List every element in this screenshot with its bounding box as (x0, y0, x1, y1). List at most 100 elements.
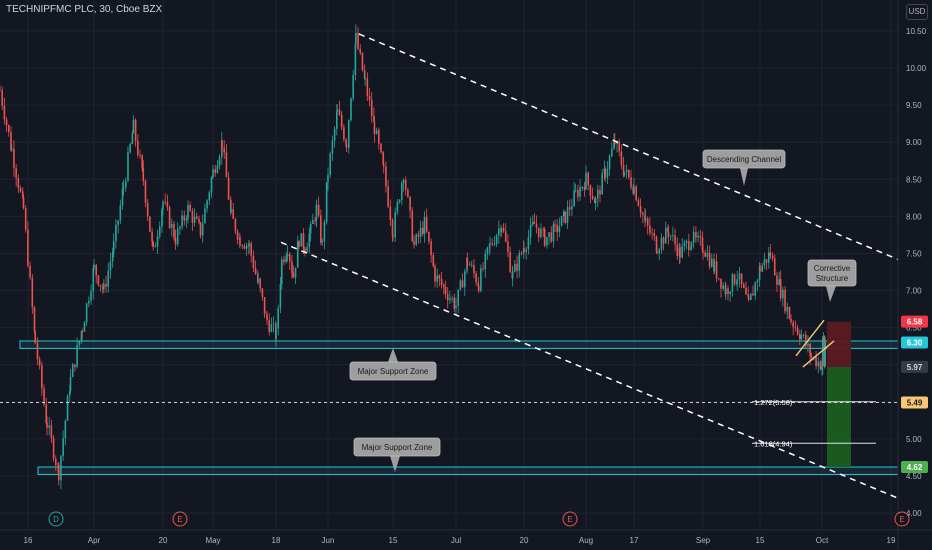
candle-body (132, 119, 135, 134)
candle-body (354, 43, 357, 76)
candle-body (378, 130, 380, 144)
candle-body (248, 243, 250, 247)
candle-body (560, 216, 563, 227)
candle-body (750, 293, 752, 300)
support-zone[interactable] (37, 466, 899, 475)
currency-button[interactable]: USD (906, 4, 928, 20)
time-tick-label: 15 (756, 536, 765, 545)
candle-body (546, 236, 548, 246)
candle-body (10, 132, 12, 151)
candle-body (594, 198, 597, 204)
candle-body (359, 48, 362, 53)
candle-body (625, 169, 628, 173)
candle-body (10, 148, 13, 151)
candle-body (212, 169, 214, 178)
event-marker-icon[interactable] (894, 511, 910, 527)
triangle-lower-line[interactable] (802, 340, 835, 368)
candle-body (355, 32, 357, 44)
candle-body (60, 455, 62, 481)
candle-body (241, 245, 243, 247)
triangle-upper-line[interactable] (795, 319, 825, 357)
candle-body (146, 202, 149, 217)
candle-body (137, 140, 139, 155)
callout-box[interactable] (349, 361, 437, 381)
candle-body (604, 168, 606, 178)
candle-body (613, 140, 615, 149)
candle-body (254, 268, 257, 274)
candle-body (778, 279, 780, 285)
candle-body (525, 249, 527, 252)
candle-body (473, 265, 475, 274)
candle-body (417, 234, 420, 237)
price-tick-label: 7.50 (906, 249, 922, 258)
callout-text: Descending Channel (707, 155, 781, 164)
candle-body (573, 190, 575, 207)
price-label-badge (901, 396, 928, 409)
candle-body (644, 214, 646, 221)
candle-body (480, 268, 482, 291)
candle-body (279, 283, 282, 309)
candle-body (692, 232, 695, 244)
candle-body (22, 197, 25, 209)
candle-body (144, 180, 147, 203)
candle-body (141, 155, 144, 169)
candle-body (158, 226, 161, 237)
callout-box[interactable] (702, 149, 786, 169)
price-tick-label: 9.00 (906, 138, 922, 147)
candle-body (208, 192, 211, 201)
candle-body (338, 109, 341, 115)
time-tick-label: 15 (389, 536, 398, 545)
symbol-title[interactable]: TECHNIPFMC PLC, 30, Cboe BZX (6, 4, 163, 15)
candle-body (759, 266, 761, 272)
candle-body (121, 188, 124, 206)
candle-body (722, 285, 724, 289)
channel-lower-line[interactable] (280, 241, 899, 499)
support-zone[interactable] (19, 340, 899, 349)
candle-body (154, 246, 157, 248)
candle-body (504, 231, 507, 242)
callout-box[interactable] (353, 437, 441, 457)
candle-body (345, 139, 347, 145)
candle-body (95, 264, 97, 276)
candle-body (3, 105, 6, 120)
price-tick-label: 4.50 (906, 472, 922, 481)
price-label-text: 5.97 (907, 363, 923, 372)
callout-pointer (388, 348, 398, 362)
candle-body (566, 207, 569, 223)
candle-body (413, 241, 415, 245)
candle-body (733, 274, 736, 285)
candle-body (713, 261, 716, 272)
event-marker-icon[interactable] (172, 511, 188, 527)
candle-body (523, 248, 525, 252)
candle-body (470, 265, 473, 266)
take-profit-box[interactable] (827, 366, 851, 468)
candle-body (655, 236, 658, 252)
candle-body (482, 268, 484, 270)
candle-body (432, 255, 435, 267)
candle-body (74, 364, 76, 367)
channel-upper-line[interactable] (358, 33, 899, 261)
price-label-text: 4.62 (907, 463, 923, 472)
candle-body (78, 340, 81, 345)
event-marker-icon[interactable] (562, 511, 578, 527)
event-marker-icon[interactable] (48, 511, 64, 527)
candle-body (669, 235, 672, 237)
candle-body (308, 233, 311, 248)
candle-body (754, 282, 756, 296)
candle-body (583, 186, 586, 190)
callout-box[interactable] (807, 259, 857, 287)
candle-body (27, 229, 29, 266)
candle-body (36, 343, 39, 360)
candle-body (729, 291, 731, 295)
time-tick-label: Jul (451, 536, 461, 545)
candle-body (676, 244, 679, 257)
candle-body (85, 303, 88, 323)
time-tick-label: 17 (630, 536, 639, 545)
event-marker-label: E (177, 515, 182, 524)
candle-body (585, 172, 587, 190)
candle-body (644, 218, 647, 221)
candle-body (179, 226, 181, 229)
candle-body (455, 305, 457, 309)
